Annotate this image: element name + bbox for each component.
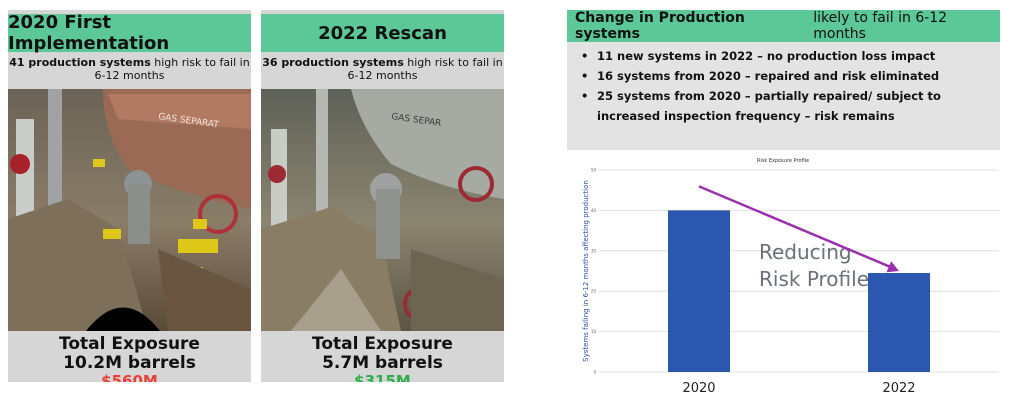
subtitle-lead: 36 production systems xyxy=(262,56,404,69)
chart-svg: Risk Exposure Profile Systems failing in… xyxy=(582,158,999,396)
x-tick-label: 2022 xyxy=(882,381,915,396)
bullet-item: 11 new systems in 2022 – no production l… xyxy=(581,46,992,66)
bar-2020 xyxy=(668,210,730,372)
trend-arrow-line xyxy=(698,185,894,270)
annotation-line-2: Risk Profile xyxy=(759,267,869,291)
subtitle-lead: 41 production systems xyxy=(9,56,151,69)
y-tick-label: 50 xyxy=(591,168,597,173)
subtitle-rest: high risk to fail in 6-12 months xyxy=(94,56,250,82)
card-subtitle: 41 production systems high risk to fail … xyxy=(8,56,251,82)
y-tick-label: 30 xyxy=(591,248,597,253)
chart-title: Risk Exposure Profile xyxy=(757,158,809,164)
plant-scan-photo: GAS SEPARAT xyxy=(8,89,251,331)
y-tick-label: 10 xyxy=(591,329,597,334)
info-header: Change in Production systems likely to f… xyxy=(567,10,1000,42)
y-axis-label: Systems failing in 6-12 months affecting… xyxy=(582,180,590,362)
y-tick-label: 40 xyxy=(591,208,597,213)
bullet-item: 25 systems from 2020 – partially repaire… xyxy=(581,86,992,126)
info-header-bold: Change in Production systems xyxy=(575,10,745,42)
bullet-item: 16 systems from 2020 – repaired and risk… xyxy=(581,66,992,86)
exposure-barrels: 10.2M barrels xyxy=(63,353,196,373)
exposure-label: Total Exposure xyxy=(59,334,200,354)
risk-exposure-chart: Risk Exposure Profile Systems failing in… xyxy=(567,152,1000,403)
exposure-label: Total Exposure xyxy=(312,334,453,354)
card-title: 2020 First Implementation xyxy=(8,12,251,54)
bar-2022 xyxy=(868,273,930,372)
y-tick-label: 0 xyxy=(593,370,596,375)
plant-scan-photo: GAS SEPAR xyxy=(261,89,504,331)
x-tick-label: 2020 xyxy=(682,381,715,396)
trend-arrow-head xyxy=(886,261,899,273)
exposure-barrels: 5.7M barrels xyxy=(322,353,443,373)
card-title: 2022 Rescan xyxy=(261,14,504,52)
production-change-box: Change in Production systems likely to f… xyxy=(567,10,1000,150)
exposure-money: $560M xyxy=(101,372,158,382)
card-2022: 2022 Rescan 36 production systems high r… xyxy=(261,10,504,382)
exposure-money: $315M xyxy=(354,372,411,382)
card-2020: 2020 First Implementation 41 production … xyxy=(8,10,251,382)
card-subtitle: 36 production systems high risk to fail … xyxy=(261,56,504,82)
info-bullets: 11 new systems in 2022 – no production l… xyxy=(567,46,1000,126)
y-tick-label: 20 xyxy=(591,289,597,294)
info-header-rest: likely to fail in 6-12 months xyxy=(813,10,948,42)
subtitle-rest: high risk to fail in 6-12 months xyxy=(347,56,503,82)
